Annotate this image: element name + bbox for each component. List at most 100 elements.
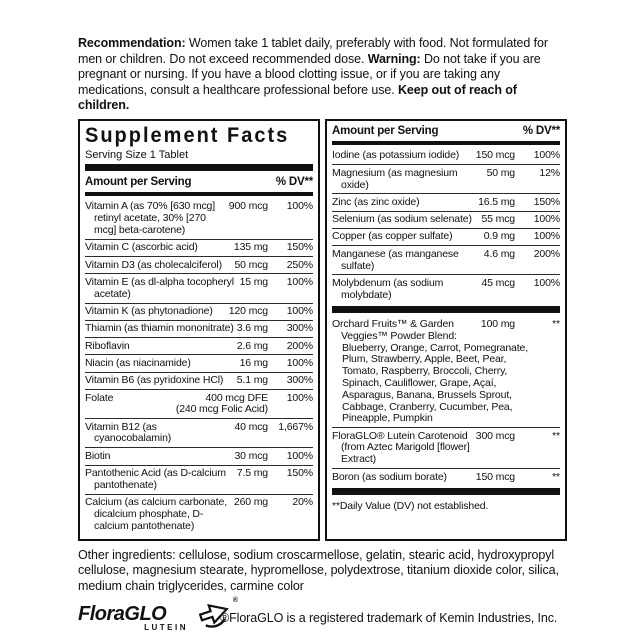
blend-row: Orchard Fruits™ & Garden Veggies™ Powder… <box>332 316 560 427</box>
nutrient-row: Vitamin E (as dl-alpha tocopheryl acetat… <box>85 273 313 302</box>
nutrient-name: Niacin (as niacinamide) <box>85 356 191 369</box>
nutrient-row: Vitamin C (ascorbic acid) 135 mg 150% <box>85 238 313 256</box>
nutrient-dv: 200% <box>286 339 313 352</box>
nutrient-dv: 12% <box>539 166 560 179</box>
nutrient-name: FloraGLO® Lutein Carotenoid (from Aztec … <box>332 429 470 466</box>
nutrient-amount: 40 mcg <box>234 420 268 433</box>
nutrient-row: Molybdenum (as sodium molybdate) 45 mcg … <box>332 274 560 303</box>
nutrient-amount: 45 mcg <box>481 276 515 289</box>
nutrient-amount: 900 mcg <box>228 200 268 213</box>
keep-out-label: Keep out of reach of children. <box>78 82 517 113</box>
nutrient-dv: ** <box>552 470 560 483</box>
nutrient-row: Riboflavin 2.6 mg 200% <box>85 337 313 354</box>
nutrient-name: Vitamin C (ascorbic acid) <box>85 241 198 254</box>
nutrient-name: Pantothenic Acid (as D-calcium pantothen… <box>85 467 226 491</box>
nutrient-name: Vitamin B6 (as pyridoxine HCl) <box>85 374 224 387</box>
nutrient-row: Vitamin K (as phytonadione) 120 mcg 100% <box>85 302 313 320</box>
nutrient-row: Copper (as copper sulfate) 0.9 mg 100% <box>332 227 560 245</box>
nutrient-row: Selenium (as sodium selenate) 55 mcg 100… <box>332 210 560 228</box>
nutrient-amount: 55 mcg <box>481 213 515 226</box>
dv-header: % DV** <box>522 124 560 137</box>
floraglo-arrow-icon <box>198 604 229 629</box>
nutrient-name: Manganese (as manganese sulfate) <box>332 247 459 272</box>
nutrient-name: Vitamin B12 (as cyanocobalamin) <box>85 420 172 445</box>
amount-per-serving-header: Amount per Serving <box>332 124 439 137</box>
warning-text: Do not take if you are pregnant or nursi… <box>78 51 541 97</box>
nutrient-dv: 100% <box>533 276 560 289</box>
nutrient-name: Selenium (as sodium selenate) <box>332 213 472 226</box>
trademark-note: ®FloraGLO is a registered trademark of K… <box>220 610 558 625</box>
nutrient-dv: 100% <box>533 230 560 243</box>
divider-bar <box>332 306 560 314</box>
warning-label: Warning: <box>367 51 421 66</box>
nutrient-dv: 150% <box>533 195 560 208</box>
nutrient-row: Zinc (as zinc oxide) 16.5 mg 150% <box>332 193 560 210</box>
nutrient-dv: 200% <box>533 247 560 260</box>
nutrient-name: Vitamin D3 (as cholecalciferol) <box>85 258 222 271</box>
nutrient-amount: 135 mg <box>233 241 268 254</box>
nutrient-name: Calcium (as calcium carbonate, dicalcium… <box>85 496 227 532</box>
logo-flora: Flora <box>78 603 125 626</box>
nutrient-dv: 300% <box>286 374 313 387</box>
nutrient-name: Iodine (as potassium iodide) <box>332 149 460 162</box>
nutrient-dv: 1,667% <box>278 420 313 433</box>
nutrient-row: Calcium (as calcium carbonate, dicalcium… <box>85 493 313 535</box>
dv-header: % DV** <box>275 175 313 188</box>
amount-per-serving-header: Amount per Serving <box>85 175 192 188</box>
nutrient-amount: 150 mcg <box>475 470 515 483</box>
nutrient-dv: 100% <box>286 449 313 462</box>
nutrient-amount: 16.5 mg <box>478 195 515 208</box>
nutrient-name: Boron (as sodium borate) <box>332 470 447 483</box>
label-content: Recommendation: Women take 1 tablet dail… <box>78 36 567 632</box>
nutrient-amount: 0.9 mg <box>483 230 515 243</box>
nutrient-dv: 100% <box>286 391 313 404</box>
nutrient-name: Magnesium (as magnesium oxide) <box>332 166 458 191</box>
nutrient-dv: 150% <box>286 467 313 480</box>
divider-bar <box>332 140 560 145</box>
nutrient-dv: 150% <box>286 241 313 254</box>
nutrient-dv: 100% <box>286 356 313 369</box>
divider-bar <box>85 163 313 171</box>
nutrient-amount: 120 mcg <box>228 305 268 318</box>
blend-amount: 100 mg <box>480 317 515 330</box>
logo-row: FloraGLO LUTEIN ® ®FloraGLO is a registe… <box>78 597 567 632</box>
nutrient-row: Vitamin B12 (as cyanocobalamin) 40 mcg 1… <box>85 418 313 447</box>
nutrient-dv: 100% <box>286 275 313 288</box>
nutrient-name: Thiamin (as thiamin mononitrate) <box>85 322 234 335</box>
nutrient-name: Vitamin K (as phytonadione) <box>85 305 213 318</box>
facts-left-column: Supplement Facts Serving Size 1 Tablet A… <box>78 118 320 541</box>
nutrient-row: Vitamin A (as 70% [630 mcg] retinyl acet… <box>85 199 313 239</box>
recommendation-text: Women take 1 tablet daily, preferably wi… <box>78 36 548 66</box>
nutrient-amount: 150 mcg <box>475 149 515 162</box>
nutrient-amount: 300 mcg <box>475 429 515 442</box>
blend-name: Orchard Fruits™ & Garden Veggies™ Powder… <box>332 317 457 342</box>
nutrient-amount: 16 mg <box>239 356 269 369</box>
floraglo-logo: FloraGLO LUTEIN ® <box>78 597 238 632</box>
logo-registered-mark: ® <box>232 597 238 605</box>
recommendation-paragraph: Recommendation: Women take 1 tablet dail… <box>78 36 567 114</box>
nutrient-row: Pantothenic Acid (as D-calcium pantothen… <box>85 464 313 494</box>
supplement-facts-title: Supplement Facts <box>85 123 290 148</box>
nutrient-amount: 400 mcg DFE (240 mcg Folic Acid) <box>175 391 268 416</box>
nutrient-row: Folate 400 mcg DFE (240 mcg Folic Acid) … <box>85 389 313 418</box>
nutrient-row: Niacin (as niacinamide) 16 mg 100% <box>85 354 313 371</box>
facts-right-column: Amount per Serving % DV** Iodine (as pot… <box>325 118 567 541</box>
nutrient-name: Copper (as copper sulfate) <box>332 230 453 243</box>
nutrient-name: Vitamin E (as dl-alpha tocopheryl acetat… <box>85 275 234 300</box>
nutrient-amount: 7.5 mg <box>236 467 268 480</box>
blend-dv: ** <box>552 317 560 330</box>
nutrient-dv: 100% <box>286 200 313 213</box>
floraglo-logo-text: FloraGLO <box>78 603 206 626</box>
nutrient-amount: 2.6 mg <box>236 339 268 352</box>
serving-size: Serving Size 1 Tablet <box>85 148 189 161</box>
nutrient-amount: 50 mcg <box>234 258 268 271</box>
nutrient-name: Folate <box>85 391 114 404</box>
nutrient-row: Vitamin D3 (as cholecalciferol) 50 mcg 2… <box>85 256 313 273</box>
other-ingredients: Other ingredients: cellulose, sodium cro… <box>78 547 559 593</box>
nutrient-name: Zinc (as zinc oxide) <box>332 195 420 208</box>
nutrient-dv: 100% <box>286 305 313 318</box>
nutrient-dv: 100% <box>533 213 560 226</box>
nutrient-dv: 100% <box>533 149 560 162</box>
logo-glo: GLO <box>124 603 167 626</box>
